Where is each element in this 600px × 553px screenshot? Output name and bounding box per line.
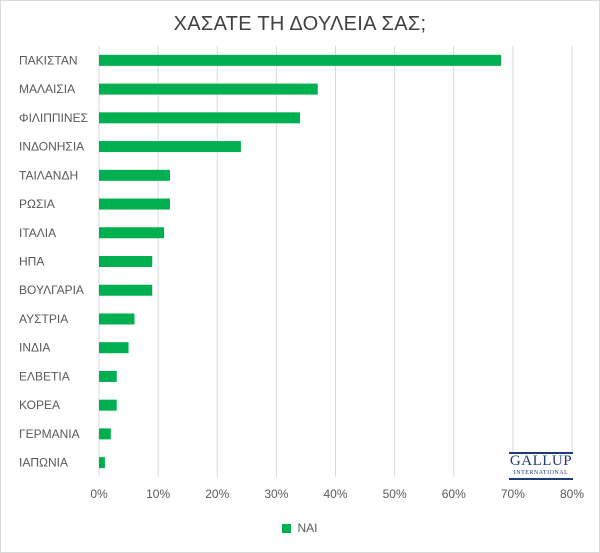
x-tick-label: 80% [560,487,584,501]
category-label: ΜΑΛΑΙΣΙΑ [19,82,75,96]
legend-swatch [282,524,292,533]
bar [99,457,105,469]
bar [99,112,301,124]
category-label: ΒΟΥΛΓΑΡΙΑ [19,283,84,297]
category-label: ΗΠΑ [19,255,44,269]
x-tick-label: 10% [146,487,170,501]
x-tick-label: 30% [264,487,288,501]
bar [99,227,165,239]
category-labels: ΠΑΚΙΣΤΑΝ ΜΑΛΑΙΣΙΑ ΦΙΛΙΠΠΙΝΕΣ ΙΝΔΟΝΗΣΙΑ ΤΑΙΛΑ… [19,53,88,469]
bar [99,370,117,382]
category-label: ΦΙΛΙΠΠΙΝΕΣ [19,111,88,125]
bar [99,141,241,153]
category-label: ΙΝΔΙΑ [19,341,50,355]
category-label: ΓΕΡΜΑΝΙΑ [19,427,80,441]
category-label: ΙΤΑΛΙΑ [19,226,56,240]
bar [99,256,153,267]
bar [99,399,117,411]
chart-title: ΧΑΣΑΤΕ ΤΗ ΔΟΥΛΕΙΑ ΣΑΣ; [173,13,427,35]
category-label: ΙΑΠΩΝΙΑ [19,456,68,470]
bar [99,342,129,354]
bar [99,284,153,296]
bar [99,198,170,210]
bar [99,54,502,66]
category-label: ΑΥΣΤΡΙΑ [19,312,68,326]
category-label: ΠΑΚΙΣΤΑΝ [19,53,78,67]
bar [99,83,318,95]
logo-sub-text: INTERNATIONAL [513,470,569,476]
category-label: ΙΝΔΟΝΗΣΙΑ [19,140,84,154]
x-tick-labels: 0% 10% 20% 30% 40% 50% 60% 70% 80% [90,487,584,501]
gallup-international-logo: GALLUP INTERNATIONAL [509,452,573,480]
legend-label: ΝΑΙ [297,521,318,535]
x-tick-label: 50% [383,487,407,501]
legend: ΝΑΙ [1,521,599,535]
x-tick-label: 70% [501,487,525,501]
x-tick-label: 60% [442,487,466,501]
bars [99,54,502,469]
bar [99,313,135,325]
bar [99,169,170,181]
logo-main-text: GALLUP [509,453,573,469]
x-tick-label: 20% [205,487,229,501]
x-tick-label: 40% [323,487,347,501]
category-label: ΕΛΒΕΤΙΑ [19,369,70,383]
bar [99,428,111,440]
x-tick-label: 0% [90,487,108,501]
category-label: ΤΑΙΛΑΝΔΗ [19,168,78,182]
gridlines [98,46,573,477]
category-label: ΚΟΡΕΑ [19,398,60,412]
category-label: ΡΩΣΙΑ [19,197,55,211]
